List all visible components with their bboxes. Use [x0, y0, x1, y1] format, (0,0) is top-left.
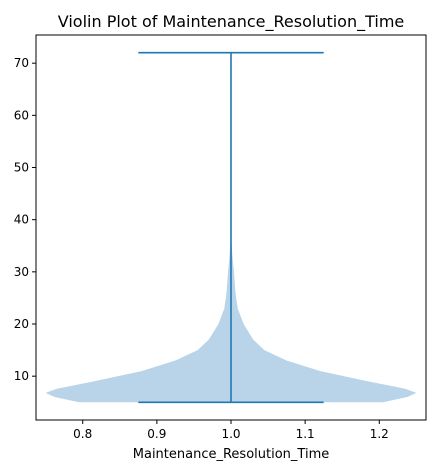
x-tick-label: 0.9 [147, 427, 166, 441]
y-tick-label: 70 [14, 56, 29, 70]
x-tick-label: 1.1 [296, 427, 315, 441]
x-tick-label: 1.2 [370, 427, 389, 441]
x-tick-label: 1.0 [221, 427, 240, 441]
y-tick-label: 30 [14, 265, 29, 279]
y-tick-label: 60 [14, 108, 29, 122]
y-tick-label: 20 [14, 317, 29, 331]
y-tick-label: 40 [14, 213, 29, 227]
x-tick-label: 0.8 [73, 427, 92, 441]
y-tick-label: 50 [14, 161, 29, 175]
x-axis-label: Maintenance_Resolution_Time [133, 447, 329, 462]
y-tick-label: 10 [14, 369, 29, 383]
chart-title: Violin Plot of Maintenance_Resolution_Ti… [58, 12, 405, 32]
